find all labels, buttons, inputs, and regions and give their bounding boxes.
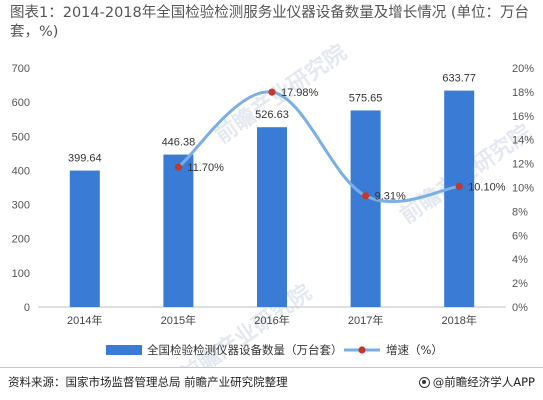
growth-value-label: 9.31% bbox=[375, 191, 406, 203]
bar-value-label: 526.63 bbox=[255, 109, 289, 121]
y-right-tick-label: 8% bbox=[512, 206, 528, 218]
y-right-tick-label: 10% bbox=[512, 183, 534, 195]
y-right-tick-label: 6% bbox=[512, 230, 528, 242]
x-tick-label: 2014年 bbox=[67, 313, 102, 327]
growth-value-label: 11.70% bbox=[187, 162, 224, 174]
source-note: 资料来源：国家市场监督管理总局 前瞻产业研究院整理 bbox=[8, 375, 288, 389]
line-series bbox=[174, 88, 463, 204]
legend-line-marker bbox=[358, 346, 366, 354]
y-left-tick-label: 500 bbox=[12, 131, 30, 143]
x-tick-label: 2015年 bbox=[161, 313, 196, 327]
x-tick-label: 2016年 bbox=[254, 313, 289, 327]
growth-value-label: 10.10% bbox=[468, 181, 506, 193]
x-tick-label: 2018年 bbox=[441, 313, 476, 327]
y-left-tick-label: 300 bbox=[12, 200, 30, 212]
bar-value-label: 446.38 bbox=[162, 137, 196, 149]
bar bbox=[69, 170, 100, 307]
y-right-tick-label: 4% bbox=[512, 254, 528, 266]
axes: 0 100 200 300 400 500 600 700 0% 2% 4% 6% 8% 10% 12% 14… bbox=[12, 63, 535, 327]
legend-line-label: 增速（%） bbox=[386, 343, 443, 357]
data-labels: 399.64 446.38 526.63 575.65 633.77 11.70% 17.9… bbox=[68, 73, 506, 203]
chart-title: 图表1：2014-2018年全国检验检测服务业仪器设备数量及增长情况 (单位：万… bbox=[10, 5, 530, 40]
legend-bar-label: 全国检验检测仪器设备数量（万台套） bbox=[147, 343, 343, 357]
y-right-tick-label: 2% bbox=[512, 278, 528, 290]
growth-point bbox=[362, 192, 370, 200]
bar bbox=[350, 110, 381, 308]
brand-text: @前瞻经济学人APP bbox=[432, 375, 535, 389]
y-right-tick-label: 16% bbox=[512, 111, 534, 123]
bar bbox=[257, 127, 287, 307]
y-right-tick-label: 14% bbox=[512, 135, 534, 147]
y-left-tick-label: 400 bbox=[12, 165, 30, 177]
brand-credit: @前瞻经济学人APP bbox=[418, 374, 535, 390]
y-right-tick-label: 0% bbox=[512, 302, 528, 314]
growth-line bbox=[176, 90, 461, 204]
growth-point bbox=[268, 88, 276, 96]
y-right-tick-label: 12% bbox=[512, 159, 534, 171]
y-right-tick-label: 20% bbox=[512, 63, 534, 75]
growth-value-label: 17.98% bbox=[281, 87, 319, 99]
y-left-tick-label: 0 bbox=[24, 302, 30, 314]
legend-bar-swatch bbox=[106, 345, 142, 355]
y-left-tick-label: 600 bbox=[12, 97, 30, 109]
brand-logo-icon bbox=[418, 376, 430, 388]
bar-value-label: 399.64 bbox=[68, 153, 102, 165]
bar bbox=[163, 154, 194, 307]
bar-value-label: 575.65 bbox=[349, 92, 383, 104]
y-left-tick-label: 200 bbox=[12, 234, 30, 246]
bar-value-label: 633.77 bbox=[442, 73, 476, 85]
x-tick-label: 2017年 bbox=[348, 313, 383, 327]
bar-series bbox=[69, 90, 475, 308]
bar bbox=[444, 90, 475, 307]
growth-point bbox=[455, 182, 463, 190]
footer-divider bbox=[0, 367, 543, 368]
combo-chart: 前瞻产业研究院前瞻产业研究院前瞻产业研究院 010020030040050060… bbox=[12, 39, 537, 368]
y-left-tick-label: 700 bbox=[12, 63, 30, 75]
growth-point bbox=[174, 163, 182, 171]
y-right-tick-label: 18% bbox=[512, 87, 534, 99]
legend: 全国检验检测仪器设备数量（万台套） 增速（%） bbox=[106, 343, 443, 357]
y-left-tick-label: 100 bbox=[12, 268, 30, 280]
